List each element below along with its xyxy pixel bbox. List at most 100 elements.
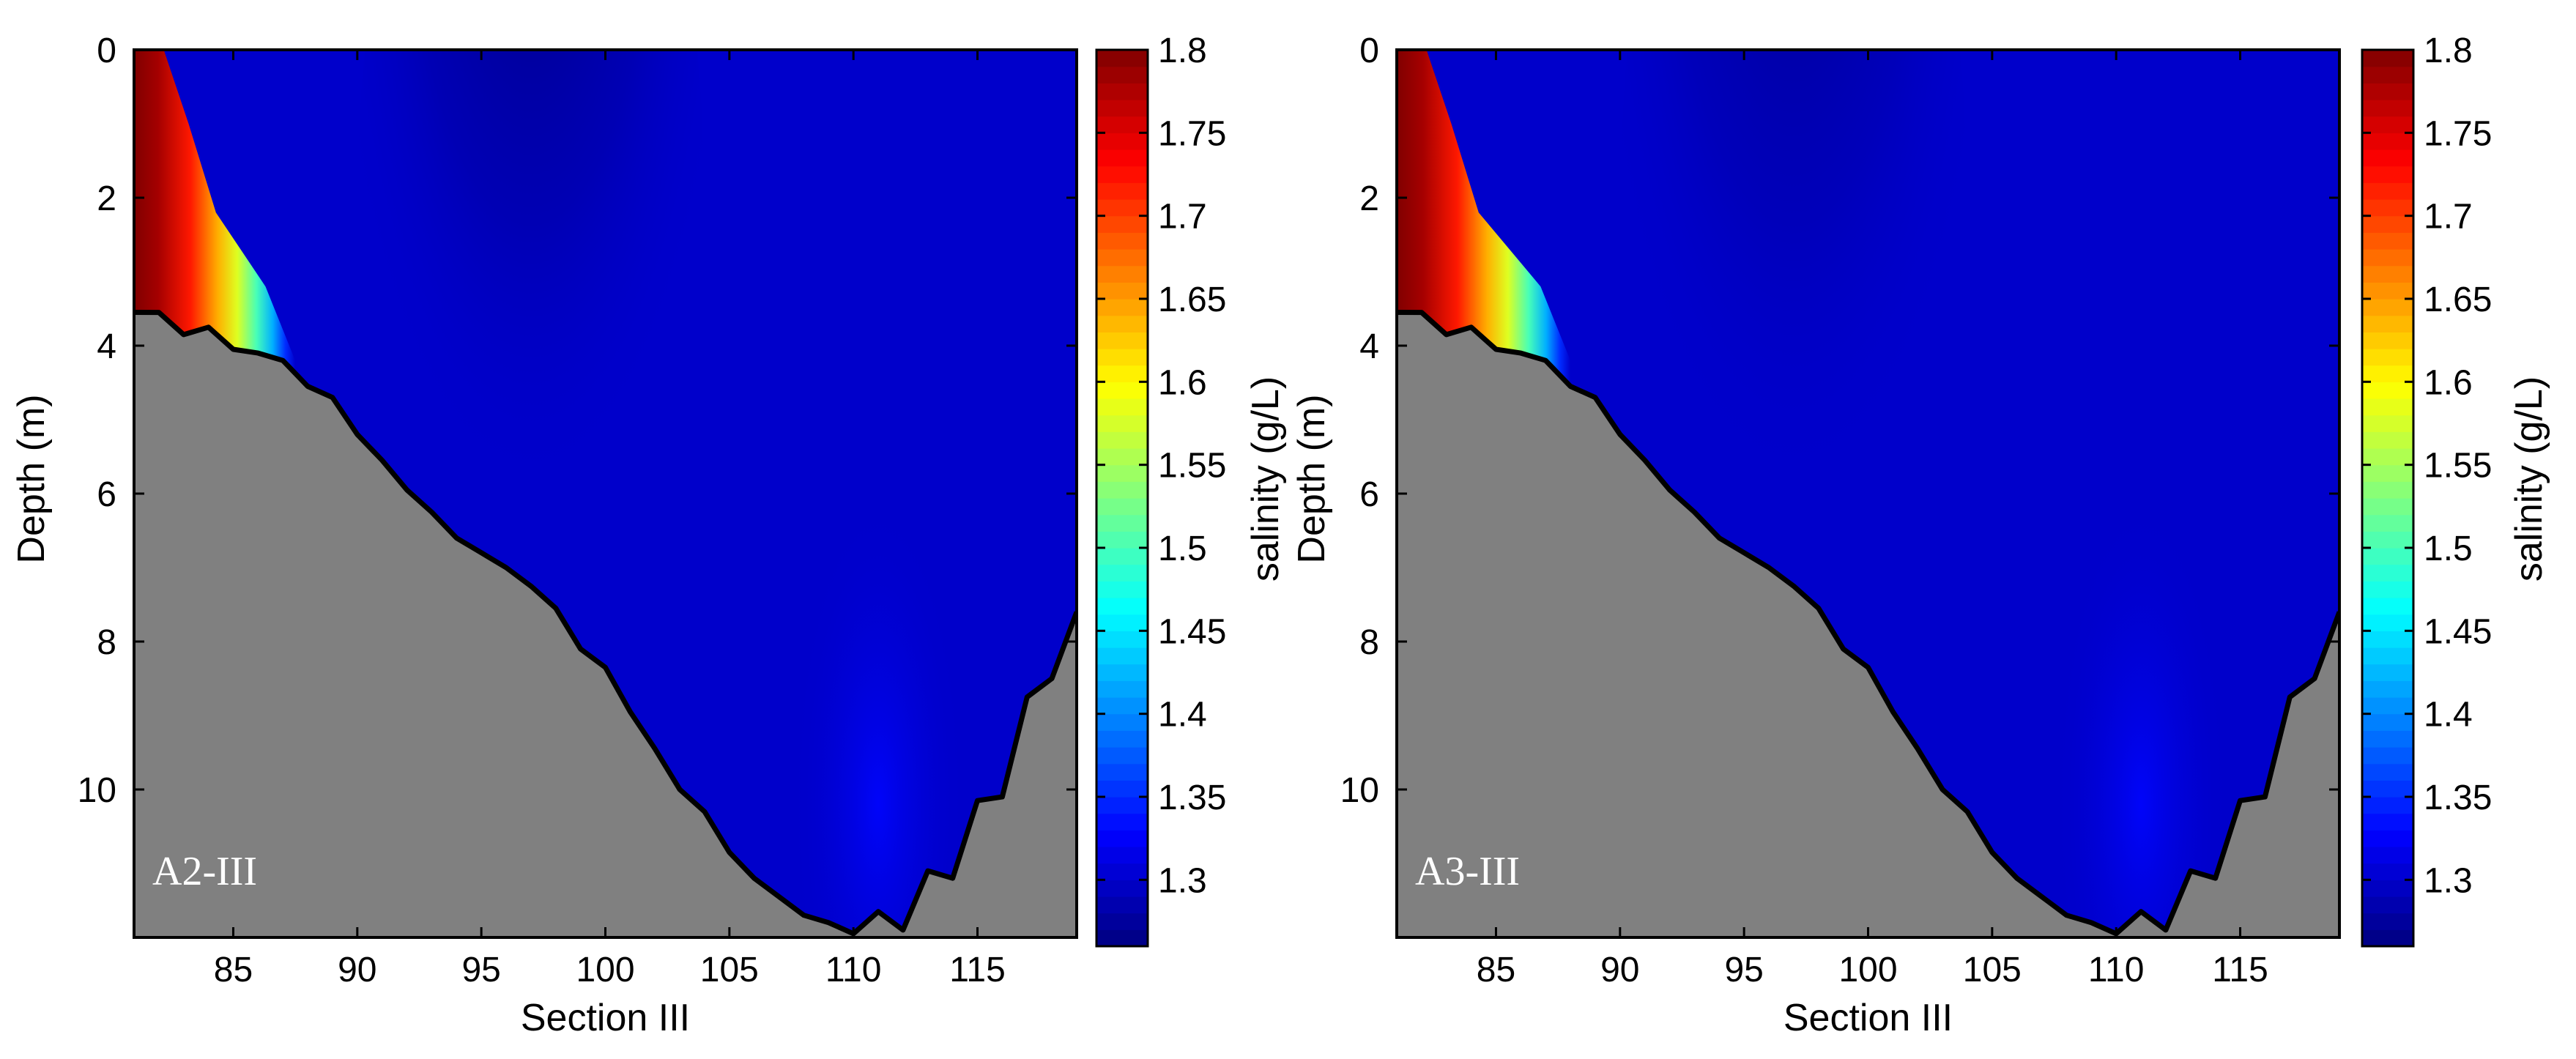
colorbar-band — [2362, 382, 2413, 399]
colorbar-band — [1096, 896, 1148, 914]
colorbar-band — [2362, 315, 2413, 332]
colorbar-tick-label: 1.75 — [2424, 114, 2492, 153]
colorbar-band — [1096, 66, 1148, 83]
colorbar-band — [2362, 332, 2413, 349]
colorbar-tick-label: 1.5 — [1158, 530, 1207, 568]
y-tick-label: 6 — [1359, 475, 1379, 514]
colorbar-band — [2362, 880, 2413, 897]
colorbar-band — [1096, 265, 1148, 283]
colorbar-band — [2362, 697, 2413, 715]
x-tick-label: 110 — [2088, 951, 2145, 989]
x-tick-labels: 85 90 95 100 105 110 115 — [214, 951, 1006, 989]
colorbar-band — [1096, 215, 1148, 233]
colorbar-band — [1096, 182, 1148, 200]
high-salinity-wedge — [1397, 50, 1571, 383]
x-tick-label: 110 — [825, 951, 882, 989]
colorbar-tick-label: 1.65 — [1158, 280, 1226, 319]
x-axis-title: Section III — [521, 997, 690, 1039]
colorbar-tick-label: 1.35 — [2424, 779, 2492, 817]
colorbar-band — [1096, 863, 1148, 880]
colorbar-band — [1096, 581, 1148, 598]
colorbar-band — [2362, 664, 2413, 681]
x-tick-labels: 85 90 95 100 105 110 115 — [1477, 951, 2268, 989]
x-tick-label: 90 — [1600, 951, 1639, 989]
colorbar-band — [1096, 50, 1148, 67]
x-tick-label: 95 — [1724, 951, 1763, 989]
colorbar-band — [2362, 215, 2413, 233]
x-tick-label: 115 — [949, 951, 1006, 989]
x-tick-label: 100 — [1838, 951, 1897, 989]
colorbar-band — [2362, 763, 2413, 781]
colorbar-band — [2362, 797, 2413, 814]
colorbar-tick-label: 1.3 — [2424, 861, 2473, 900]
colorbar-band — [2362, 365, 2413, 382]
x-tick-label: 85 — [214, 951, 253, 989]
colorbar-tick-label: 1.4 — [1158, 696, 1207, 735]
colorbar-band — [1096, 763, 1148, 781]
colorbar-band — [2362, 249, 2413, 267]
colorbar-band — [1096, 847, 1148, 864]
colorbar-band — [2362, 581, 2413, 598]
colorbar-band — [2362, 514, 2413, 532]
colorbar-band — [2362, 166, 2413, 183]
y-tick-labels: 0 2 4 6 8 10 — [78, 31, 116, 810]
colorbar-band — [2362, 464, 2413, 482]
colorbar-band — [1096, 631, 1148, 648]
x-tick-label: 90 — [338, 951, 376, 989]
y-tick-label: 4 — [97, 327, 116, 366]
colorbar-band — [2362, 647, 2413, 665]
x-tick-label: 100 — [576, 951, 634, 989]
colorbar-frame — [2361, 48, 2415, 948]
colorbar-band — [1096, 382, 1148, 399]
panel-a3: 85 90 95 100 105 110 115 0 2 4 6 8 10 1.3 1.35 1.4 1.4… — [1291, 31, 2550, 1039]
colorbar-band — [2362, 481, 2413, 499]
colorbar-band — [1096, 913, 1148, 930]
colorbar-tick-labels: 1.3 1.35 1.4 1.45 1.5 1.55 1.6 1.65 1.7 1.75 1.8 — [1158, 31, 1226, 900]
x-axis-title: Section III — [1783, 997, 1953, 1039]
colorbar-band — [1096, 929, 1148, 947]
colorbar-tick-labels: 1.3 1.35 1.4 1.45 1.5 1.55 1.6 1.65 1.7 1.75 1.8 — [2424, 31, 2492, 900]
colorbar-band — [1096, 415, 1148, 432]
panel-label: A3-III — [1415, 849, 1520, 894]
colorbar-band — [2362, 199, 2413, 217]
x-tick-label: 115 — [2212, 951, 2268, 989]
colorbar-band — [1096, 349, 1148, 366]
colorbar-band — [1096, 664, 1148, 681]
colorbar-band — [2362, 232, 2413, 250]
colorbar-band — [1096, 365, 1148, 382]
colorbar-title: salinity (g/L) — [2508, 376, 2550, 581]
colorbar-band — [2362, 598, 2413, 615]
colorbar-tick-label: 1.8 — [2424, 31, 2473, 70]
colorbar-band — [1096, 199, 1148, 217]
colorbar-tick-label: 1.65 — [2424, 280, 2492, 319]
riverbed-line — [1397, 310, 2339, 937]
y-tick-label: 10 — [1340, 771, 1379, 810]
colorbar-band — [2362, 448, 2413, 466]
deep-channel-patch — [2054, 501, 2228, 937]
colorbar-band — [1096, 133, 1148, 150]
colorbar-band — [2362, 349, 2413, 366]
colorbar-tick-label: 1.75 — [1158, 114, 1226, 153]
colorbar-band — [1096, 830, 1148, 847]
colorbar-band — [2362, 780, 2413, 798]
panel-a2: 85 90 95 100 105 110 115 0 2 4 6 8 10 1.3 1.35 1.4 1.4… — [10, 31, 1287, 1039]
colorbar-band — [1096, 100, 1148, 117]
colorbar-band — [1096, 149, 1148, 167]
x-tick-label: 85 — [1477, 951, 1515, 989]
colorbar-band — [2362, 149, 2413, 167]
salinity-field — [134, 50, 1077, 937]
panel-label: A2-III — [152, 849, 257, 894]
colorbar-band — [1096, 813, 1148, 831]
colorbar-frame — [1095, 48, 1149, 948]
riverbed-area — [1397, 312, 2339, 937]
colorbar — [1095, 48, 1149, 948]
colorbar-tick-label: 1.55 — [1158, 447, 1226, 486]
colorbar-tick-label: 1.5 — [2424, 530, 2473, 568]
salinity-field — [1397, 50, 2339, 937]
colorbar-band — [2362, 531, 2413, 549]
colorbar-band — [2362, 116, 2413, 133]
y-tick-label: 10 — [78, 771, 116, 810]
colorbar-band — [1096, 299, 1148, 316]
deep-channel-patch — [791, 501, 965, 937]
colorbar-band — [1096, 647, 1148, 665]
